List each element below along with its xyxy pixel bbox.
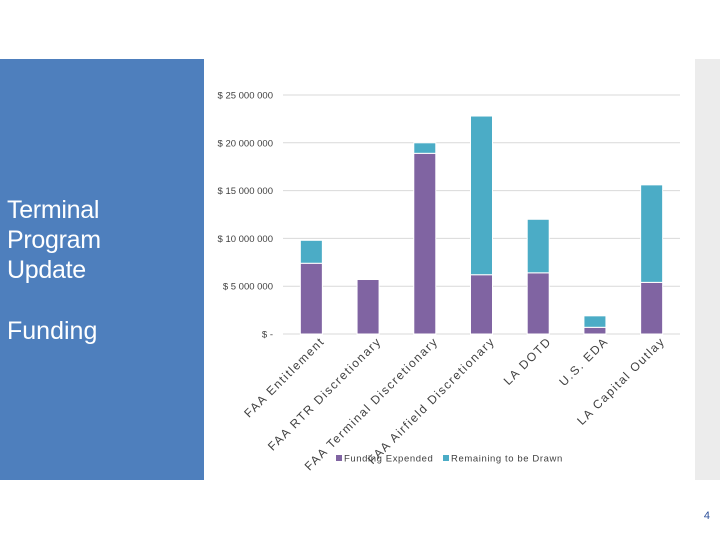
legend-label: Remaining to be Drawn <box>451 454 563 465</box>
x-category-label: LA DOTD <box>501 334 555 388</box>
bar-funding-expended <box>356 279 380 335</box>
y-tick-label: $ 25 000 000 <box>218 91 273 102</box>
right-margin-strip <box>695 59 720 480</box>
page-number: 4 <box>703 510 710 522</box>
bar-remaining-to-be-drawn <box>470 115 493 276</box>
bar-remaining-to-be-drawn <box>583 315 607 328</box>
legend: Funding Expended Remaining to be Drawn <box>336 454 563 465</box>
y-tick-label: $ 20 000 000 <box>218 138 273 149</box>
legend-label: Funding Expended <box>344 454 433 465</box>
x-category-label: FAA RTR Discretionary <box>265 334 384 453</box>
title-panel <box>0 59 204 480</box>
slide-subtitle: Funding <box>7 317 98 345</box>
chart-area <box>204 59 695 480</box>
y-tick-label: $ 15 000 000 <box>218 186 273 197</box>
legend-swatch-remaining <box>443 455 449 461</box>
y-tick-label: $ 5 000 000 <box>223 282 273 293</box>
legend-swatch-funding-expended <box>336 455 342 461</box>
bar-funding-expended <box>640 281 664 335</box>
bar-funding-expended <box>526 272 550 335</box>
bar-remaining-to-be-drawn <box>299 239 323 264</box>
bar-funding-expended <box>583 326 607 335</box>
x-category-label: U.S. EDA <box>556 334 611 389</box>
y-axis-ticks: $ - $ 5 000 000 $ 10 000 000 $ 15 000 000 $ … <box>218 91 273 341</box>
bar-remaining-to-be-drawn <box>640 184 664 283</box>
x-category-label: FAA Airfield Discretionary <box>365 334 498 467</box>
bar-funding-expended <box>470 274 493 335</box>
bar-remaining-to-be-drawn <box>413 142 437 154</box>
bar-remaining-to-be-drawn <box>526 218 550 274</box>
bar-funding-expended <box>413 152 437 335</box>
y-tick-label: $ 10 000 000 <box>218 234 273 245</box>
slide-title: Terminal Program Update <box>7 196 101 284</box>
bars <box>299 115 664 335</box>
y-tick-label: $ - <box>262 330 273 341</box>
bar-funding-expended <box>299 262 323 335</box>
